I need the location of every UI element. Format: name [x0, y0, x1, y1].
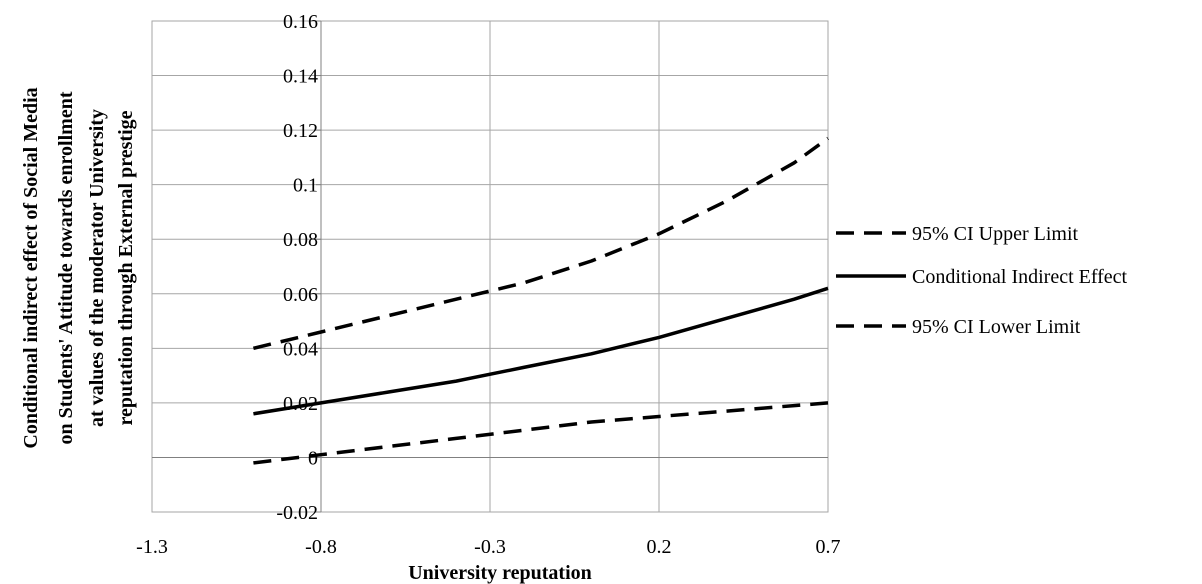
series-line-1: [253, 286, 829, 416]
y-axis-label-line: Conditional indirect effect of Social Me…: [20, 87, 42, 448]
series-lines: [252, 136, 830, 465]
y-axis-label-line: on Students' Attitude towards enrollment: [55, 91, 77, 444]
y-tick-label: -0.02: [276, 502, 318, 524]
y-tick-label: 0.04: [283, 338, 318, 360]
y-tick-label: 0: [308, 447, 318, 469]
x-tick-label: -0.8: [305, 536, 337, 558]
x-axis-label: University reputation: [408, 562, 592, 584]
y-tick-label: 0.06: [283, 284, 318, 306]
x-tick-label: -1.3: [136, 536, 168, 558]
series-line-0: [252, 136, 830, 351]
y-tick-label: 0.08: [283, 229, 318, 251]
y-axis-label-line: reputation through External prestige: [115, 110, 137, 425]
legend-label-1: Conditional Indirect Effect: [912, 266, 1128, 288]
x-tick-label: 0.2: [647, 536, 672, 558]
legend-label-2: 95% CI Lower Limit: [912, 316, 1081, 338]
y-axis-label-line: at values of the moderator University: [86, 109, 108, 427]
y-tick-label: 0.14: [283, 66, 318, 88]
grid: [151, 20, 829, 513]
y-tick-label: 0.1: [293, 175, 318, 197]
y-tick-label: 0.16: [283, 11, 318, 33]
x-tick-label: -0.3: [474, 536, 506, 558]
x-tick-label: 0.7: [816, 536, 841, 558]
x-axis-ticks: -1.3 -0.8 -0.3 0.2 0.7: [136, 536, 840, 558]
y-axis-label: Conditional indirect effect of Social Me…: [20, 87, 137, 448]
series-line-2: [253, 401, 829, 465]
legend: 95% CI Upper Limit Conditional Indirect E…: [836, 223, 1128, 338]
legend-label-0: 95% CI Upper Limit: [912, 223, 1079, 245]
y-tick-label: 0.12: [283, 120, 318, 142]
